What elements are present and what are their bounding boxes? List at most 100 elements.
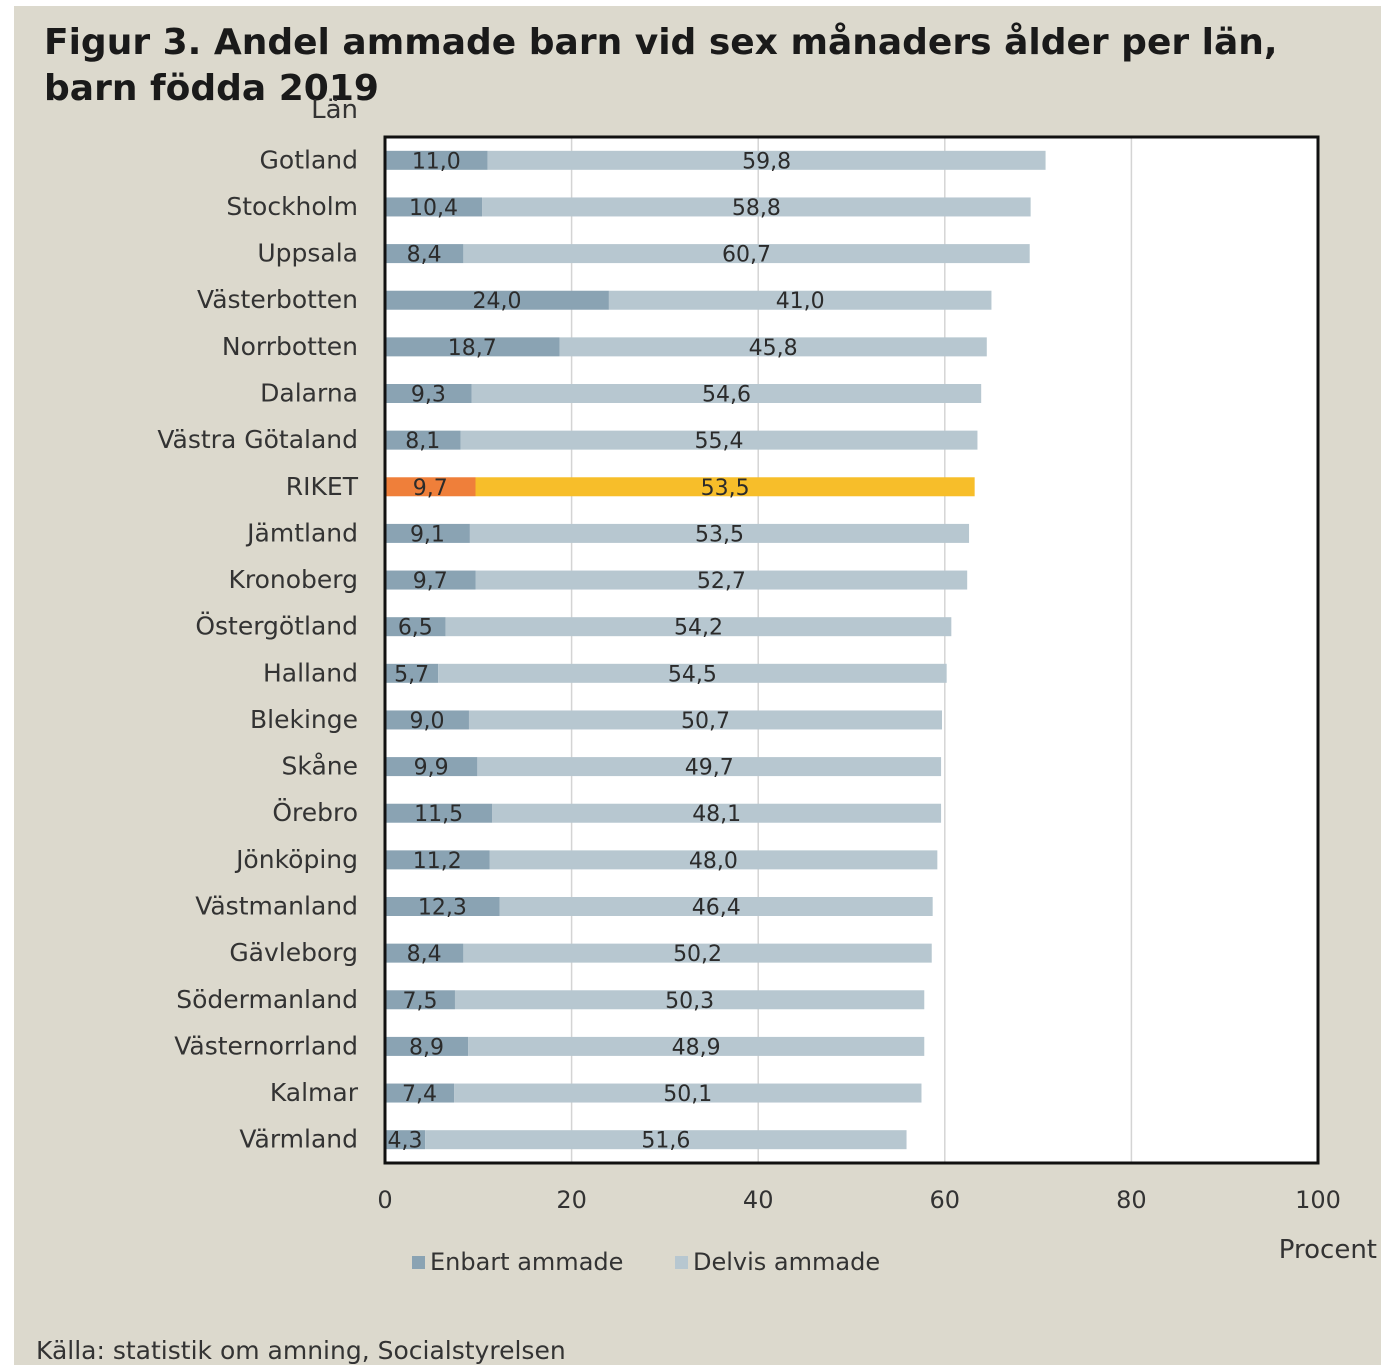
x-tick-label-0: 0 bbox=[377, 1186, 392, 1214]
data-label-delvis-12: 50,7 bbox=[681, 709, 730, 734]
data-label-enbart-10: 6,5 bbox=[398, 616, 433, 641]
data-label-delvis-8: 53,5 bbox=[695, 522, 744, 547]
category-label-9: Kronoberg bbox=[228, 565, 358, 594]
y-axis-title: Län bbox=[311, 95, 358, 125]
data-label-enbart-16: 12,3 bbox=[418, 896, 467, 921]
x-tick-label-40: 40 bbox=[743, 1186, 774, 1214]
bar-delvis-2 bbox=[463, 244, 1030, 264]
bar-enbart-2 bbox=[385, 244, 464, 264]
category-label-8: Jämtland bbox=[245, 518, 358, 547]
data-label-delvis-5: 54,6 bbox=[702, 383, 751, 408]
data-label-delvis-2: 60,7 bbox=[722, 243, 771, 268]
bar-enbart-13 bbox=[385, 757, 478, 777]
bar-delvis-21 bbox=[425, 1130, 907, 1150]
data-label-enbart-5: 9,3 bbox=[411, 383, 446, 408]
data-label-delvis-13: 49,7 bbox=[685, 756, 734, 781]
category-label-6: Västra Götaland bbox=[157, 425, 358, 454]
bar-enbart-15 bbox=[385, 850, 490, 870]
category-label-12: Blekinge bbox=[250, 705, 358, 734]
data-label-enbart-2: 8,4 bbox=[407, 243, 442, 268]
category-label-15: Jönköping bbox=[234, 845, 358, 874]
bar-enbart-9 bbox=[385, 570, 476, 590]
data-label-enbart-20: 7,4 bbox=[402, 1082, 437, 1107]
data-label-enbart-4: 18,7 bbox=[448, 336, 497, 361]
bar-delvis-20 bbox=[454, 1083, 922, 1103]
figure-panel: Figur 3. Andel ammade barn vid sex månad… bbox=[14, 6, 1381, 1365]
data-label-delvis-7: 53,5 bbox=[701, 476, 750, 501]
data-label-enbart-3: 24,0 bbox=[472, 289, 521, 314]
data-label-delvis-6: 55,4 bbox=[695, 429, 744, 454]
bar-delvis-11 bbox=[438, 663, 947, 683]
x-tick-label-60: 60 bbox=[930, 1186, 961, 1214]
bar-delvis-13 bbox=[477, 757, 942, 777]
category-label-10: Östergötland bbox=[195, 612, 358, 641]
data-label-enbart-14: 11,5 bbox=[414, 802, 463, 827]
data-label-enbart-7: 9,7 bbox=[413, 476, 448, 501]
category-label-19: Västernorrland bbox=[174, 1031, 358, 1060]
category-label-7: RIKET bbox=[286, 472, 359, 501]
category-label-2: Uppsala bbox=[257, 239, 358, 268]
legend-label-1: Delvis ammade bbox=[693, 1248, 880, 1276]
bar-delvis-9 bbox=[475, 570, 968, 590]
bar-enbart-0 bbox=[385, 150, 488, 170]
data-label-delvis-0: 59,8 bbox=[742, 149, 791, 174]
data-label-delvis-17: 50,2 bbox=[673, 942, 722, 967]
category-label-16: Västmanland bbox=[195, 892, 358, 921]
bar-enbart-18 bbox=[385, 990, 455, 1010]
data-label-delvis-9: 52,7 bbox=[697, 569, 746, 594]
data-label-enbart-9: 9,7 bbox=[413, 569, 448, 594]
bar-enbart-20 bbox=[385, 1083, 455, 1103]
bar-delvis-18 bbox=[454, 990, 925, 1010]
data-label-delvis-15: 48,0 bbox=[689, 849, 738, 874]
data-label-enbart-0: 11,0 bbox=[412, 149, 461, 174]
data-label-enbart-1: 10,4 bbox=[409, 196, 458, 221]
bar-enbart-1 bbox=[385, 197, 483, 217]
data-label-enbart-6: 8,1 bbox=[405, 429, 440, 454]
data-label-enbart-12: 9,0 bbox=[409, 709, 444, 734]
bar-delvis-6 bbox=[460, 430, 978, 450]
bar-enbart-4 bbox=[385, 337, 560, 357]
bar-delvis-12 bbox=[468, 710, 943, 730]
data-label-enbart-13: 9,9 bbox=[414, 756, 449, 781]
bar-enbart-14 bbox=[385, 803, 493, 823]
x-tick-label-80: 80 bbox=[1116, 1186, 1147, 1214]
category-label-11: Halland bbox=[263, 658, 358, 687]
category-label-4: Norrbotten bbox=[222, 332, 358, 361]
bar-delvis-16 bbox=[499, 897, 933, 916]
bar-enbart-6 bbox=[385, 430, 461, 450]
data-label-delvis-3: 41,0 bbox=[776, 289, 825, 314]
bar-delvis-17 bbox=[463, 943, 932, 963]
data-label-delvis-19: 48,9 bbox=[672, 1035, 721, 1060]
category-label-18: Södermanland bbox=[176, 985, 358, 1014]
x-tick-label-20: 20 bbox=[556, 1186, 587, 1214]
category-label-5: Dalarna bbox=[260, 379, 358, 408]
bar-delvis-4 bbox=[559, 337, 987, 357]
legend-swatch-1 bbox=[675, 1256, 688, 1269]
x-tick-label-100: 100 bbox=[1295, 1186, 1341, 1214]
bar-enbart-19 bbox=[385, 1036, 469, 1056]
category-label-21: Värmland bbox=[239, 1125, 358, 1154]
chart-svg: 11,0 59,8 Gotland 10,4 58,8 Stockholm 8,4 60,7 U… bbox=[157, 95, 1377, 1276]
data-label-delvis-16: 46,4 bbox=[692, 896, 741, 921]
bar-delvis-15 bbox=[489, 850, 938, 870]
bar-enbart-16 bbox=[385, 897, 500, 916]
bar-enbart-10 bbox=[385, 617, 446, 637]
bar-delvis-5 bbox=[471, 384, 982, 403]
x-axis-title: Procent bbox=[1279, 1235, 1377, 1265]
data-label-enbart-11: 5,7 bbox=[394, 662, 429, 687]
bar-delvis-8 bbox=[469, 523, 970, 543]
data-label-enbart-8: 9,1 bbox=[410, 522, 445, 547]
data-label-delvis-14: 48,1 bbox=[692, 802, 741, 827]
data-label-delvis-10: 54,2 bbox=[674, 616, 723, 641]
category-label-20: Kalmar bbox=[270, 1078, 359, 1107]
category-label-13: Skåne bbox=[282, 752, 358, 781]
bar-delvis-7 bbox=[475, 477, 975, 497]
category-label-0: Gotland bbox=[260, 145, 358, 174]
bar-enbart-11 bbox=[385, 663, 439, 683]
bar-delvis-10 bbox=[445, 617, 952, 637]
bar-delvis-3 bbox=[608, 290, 992, 310]
bar-delvis-19 bbox=[468, 1036, 925, 1056]
category-label-17: Gävleborg bbox=[229, 938, 358, 967]
bar-enbart-12 bbox=[385, 710, 469, 730]
bar-delvis-14 bbox=[492, 803, 942, 823]
